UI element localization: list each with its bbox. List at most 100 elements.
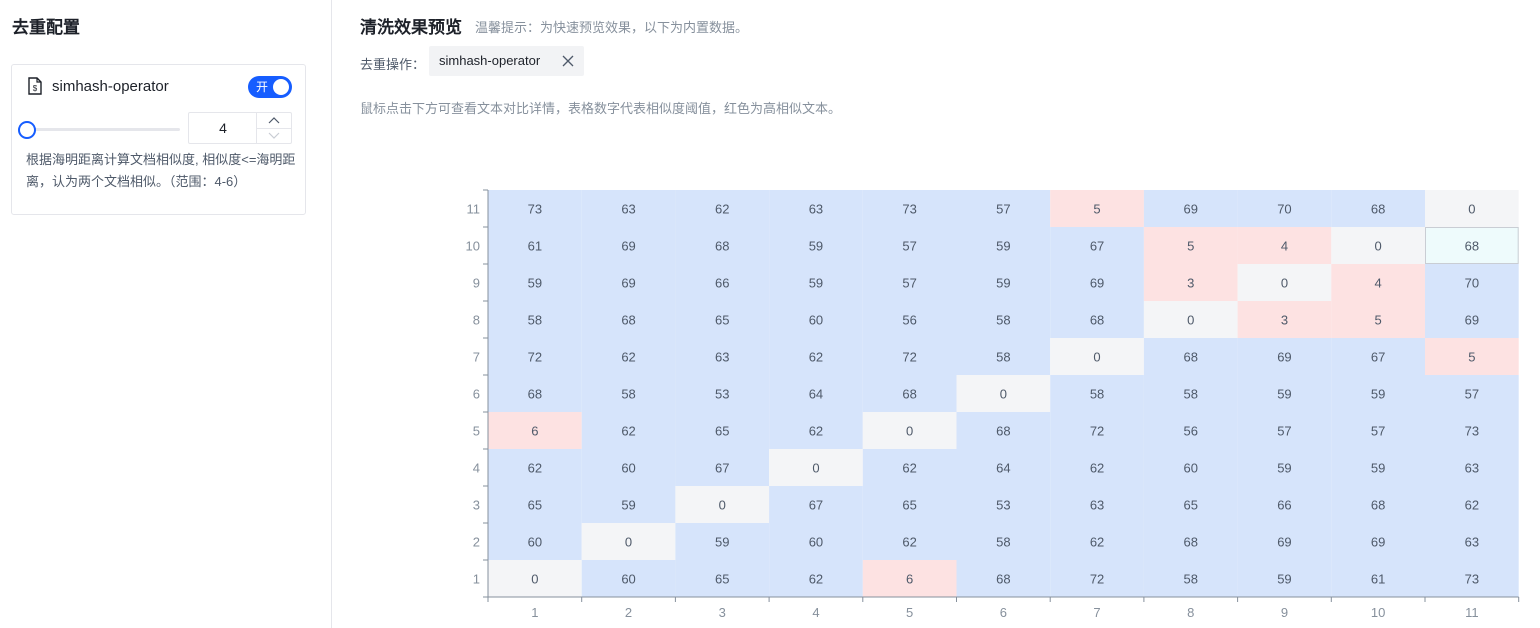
heatmap-cell[interactable] [488,264,582,301]
heatmap-cell[interactable] [862,375,957,412]
heatmap-cell[interactable] [1237,486,1332,523]
heatmap-cell[interactable] [1331,375,1425,412]
heatmap-cell[interactable] [1237,264,1332,301]
heatmap-cell[interactable] [1143,338,1238,375]
heatmap-cell[interactable] [862,449,957,486]
heatmap-cell[interactable] [675,338,770,375]
heatmap-cell[interactable] [769,301,863,338]
heatmap-cell[interactable] [956,523,1051,560]
heatmap-cell[interactable] [581,486,676,523]
heatmap-cell[interactable] [769,375,863,412]
heatmap-cell[interactable] [1050,560,1144,597]
heatmap-cell[interactable] [1050,449,1144,486]
heatmap-cell[interactable] [1425,560,1519,597]
heatmap-cell[interactable] [1237,412,1332,449]
heatmap-cell[interactable] [862,301,957,338]
heatmap-cell[interactable] [581,301,676,338]
heatmap-cell[interactable] [956,264,1051,301]
heatmap-cell[interactable] [1331,264,1425,301]
heatmap-cell[interactable] [862,486,957,523]
heatmap-cell[interactable] [1050,227,1144,264]
heatmap-cell[interactable] [956,227,1051,264]
heatmap-cell[interactable] [1425,264,1519,301]
heatmap-cell[interactable] [581,375,676,412]
heatmap-cell[interactable] [1331,560,1425,597]
heatmap-cell[interactable] [956,560,1051,597]
heatmap-cell[interactable] [862,412,957,449]
heatmap-cell[interactable] [862,227,957,264]
heatmap-cell[interactable] [488,486,582,523]
heatmap-cell[interactable] [675,523,770,560]
heatmap-cell[interactable] [1331,486,1425,523]
heatmap-cell[interactable] [1425,227,1519,264]
heatmap-cell[interactable] [675,301,770,338]
heatmap-cell[interactable] [862,264,957,301]
heatmap-cell[interactable] [675,449,770,486]
heatmap-cell[interactable] [1237,449,1332,486]
heatmap-cell[interactable] [1331,301,1425,338]
heatmap-cell[interactable] [1331,227,1425,264]
heatmap-cell[interactable] [956,375,1051,412]
heatmap-cell[interactable] [488,375,582,412]
heatmap-cell[interactable] [1331,190,1425,227]
heatmap-cell[interactable] [1425,301,1519,338]
heatmap-cell[interactable] [769,264,863,301]
heatmap-cell[interactable] [581,523,676,560]
heatmap-cell[interactable] [581,412,676,449]
heatmap-cell[interactable] [1143,301,1238,338]
heatmap-cell[interactable] [675,227,770,264]
heatmap-cell[interactable] [1050,486,1144,523]
heatmap-cell[interactable] [1050,412,1144,449]
heatmap-cell[interactable] [581,264,676,301]
heatmap-cell[interactable] [769,338,863,375]
heatmap-cell[interactable] [769,412,863,449]
heatmap-cell[interactable] [956,486,1051,523]
heatmap-cell[interactable] [956,412,1051,449]
heatmap-cell[interactable] [1143,190,1238,227]
heatmap-cell[interactable] [1143,449,1238,486]
heatmap-cell[interactable] [488,301,582,338]
threshold-slider-handle[interactable] [18,121,36,139]
heatmap-cell[interactable] [488,523,582,560]
heatmap-cell[interactable] [769,449,863,486]
heatmap-cell[interactable] [1425,190,1519,227]
heatmap-cell[interactable] [1143,560,1238,597]
heatmap-cell[interactable] [488,190,582,227]
heatmap-cell[interactable] [862,190,957,227]
heatmap-cell[interactable] [956,449,1051,486]
heatmap-cell[interactable] [581,338,676,375]
heatmap-cell[interactable] [1143,486,1238,523]
heatmap-cell[interactable] [1050,264,1144,301]
heatmap-cell[interactable] [1425,486,1519,523]
close-icon[interactable] [561,54,575,68]
heatmap-cell[interactable] [862,523,957,560]
heatmap-cell[interactable] [1050,375,1144,412]
heatmap-cell[interactable] [1331,412,1425,449]
heatmap-cell[interactable] [769,190,863,227]
heatmap-cell[interactable] [1237,301,1332,338]
heatmap-cell[interactable] [488,227,582,264]
threshold-input[interactable]: 4 [219,120,227,136]
heatmap-cell[interactable] [1050,523,1144,560]
heatmap-cell[interactable] [769,486,863,523]
heatmap-cell[interactable] [769,560,863,597]
heatmap-cell[interactable] [675,375,770,412]
heatmap-cell[interactable] [956,301,1051,338]
operator-toggle[interactable]: 开 [248,76,292,98]
heatmap-cell[interactable] [1237,375,1332,412]
heatmap-cell[interactable] [488,338,582,375]
heatmap-cell[interactable] [675,190,770,227]
heatmap-cell[interactable] [1237,560,1332,597]
heatmap-cell[interactable] [1143,227,1238,264]
heatmap-cell[interactable] [1143,264,1238,301]
heatmap-cell[interactable] [488,412,582,449]
heatmap-cell[interactable] [769,523,863,560]
heatmap-cell[interactable] [1237,190,1332,227]
operator-tag[interactable]: simhash-operator [429,46,584,76]
heatmap-cell[interactable] [769,227,863,264]
decrement-button[interactable] [257,128,291,143]
heatmap-cell[interactable] [675,486,770,523]
heatmap-cell[interactable] [956,190,1051,227]
heatmap-cell[interactable] [1331,449,1425,486]
heatmap-cell[interactable] [1331,523,1425,560]
